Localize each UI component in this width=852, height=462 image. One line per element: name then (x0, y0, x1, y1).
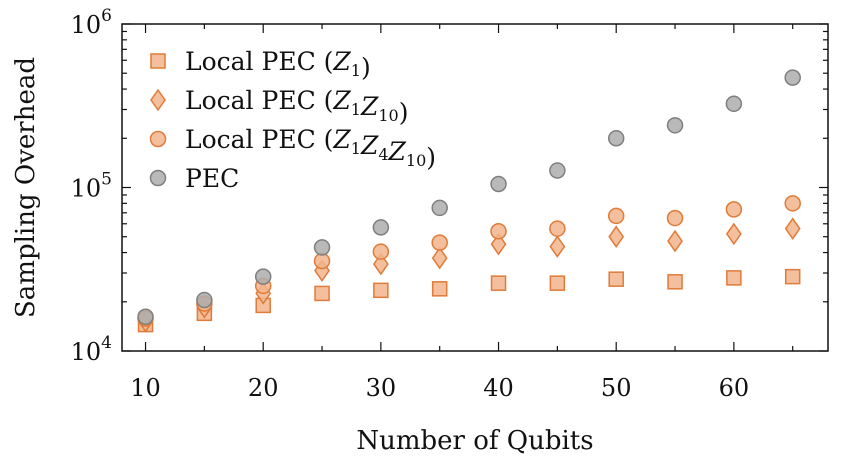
data-point (549, 275, 566, 291)
data-point (549, 220, 566, 237)
data-point (667, 274, 683, 290)
series-3 (137, 195, 801, 327)
data-point (549, 235, 566, 258)
x-axis-title: Number of Qubits (356, 426, 593, 456)
y-tick-label: 104 (71, 333, 112, 366)
data-point (372, 243, 390, 260)
data-point (431, 246, 448, 270)
series-4 (137, 69, 801, 325)
data-point (196, 291, 213, 309)
legend-label: PEC (185, 164, 239, 193)
data-point (254, 268, 272, 285)
x-tick-label: 50 (601, 374, 632, 402)
legend: Local PEC (Z1) Local PEC (Z1Z10)Local PEC… (149, 47, 436, 193)
data-point (314, 285, 330, 302)
axis-ticks (122, 23, 828, 352)
x-tick-label: 30 (366, 374, 397, 402)
data-point (608, 271, 624, 287)
legend-circle-marker (149, 169, 167, 187)
x-tick-label: 20 (248, 374, 279, 402)
data-point (607, 130, 625, 147)
data-point (490, 223, 507, 240)
y-tick-label: 106 (71, 6, 112, 39)
data-point (666, 209, 684, 227)
data-point (372, 219, 390, 236)
x-tick-label: 60 (719, 374, 750, 402)
data-point (313, 239, 331, 256)
data-point (725, 222, 742, 246)
legend-label: Local PEC (Z1Z10) (185, 86, 408, 127)
data-point (726, 270, 742, 286)
data-point (666, 117, 684, 134)
tick-labels: 10 20 30 40 50 60 104 105 106 (71, 6, 750, 402)
data-point (490, 275, 507, 291)
data-point (490, 175, 507, 193)
data-point (784, 69, 801, 86)
data-point (373, 282, 389, 299)
legend-entry: Local PEC (Z1Z4Z10) (149, 125, 436, 172)
legend-label: Local PEC (Z1) (185, 47, 371, 82)
legend-label: Local PEC (Z1Z4Z10) (185, 125, 436, 172)
x-tick-label: 10 (130, 374, 161, 402)
data-point (725, 201, 743, 218)
data-point (607, 207, 625, 225)
data-point (725, 95, 743, 113)
data-point (608, 225, 625, 249)
data-point (784, 268, 801, 285)
data-point (137, 308, 154, 325)
legend-square-marker (150, 53, 166, 69)
legend-entry: PEC (149, 164, 239, 193)
data-point (431, 281, 448, 297)
data-point (490, 232, 507, 256)
series-1 (137, 268, 801, 333)
y-tick-label: 105 (71, 170, 112, 203)
series-2 (137, 217, 801, 333)
data-point (313, 252, 331, 270)
x-tick-label: 40 (483, 374, 514, 402)
legend-entry: Local PEC (Z1Z10) (150, 86, 408, 127)
data-point (784, 217, 801, 240)
y-axis-title: Sampling Overhead (11, 57, 41, 318)
data-markers (137, 69, 801, 333)
data-point (431, 234, 448, 251)
data-point (549, 162, 566, 179)
data-point (431, 199, 448, 217)
legend-circle-marker (149, 130, 167, 148)
data-point (667, 229, 683, 253)
legend-diamond-marker (150, 88, 166, 112)
data-point (784, 195, 801, 212)
legend-entry: Local PEC (Z1) (150, 47, 371, 82)
